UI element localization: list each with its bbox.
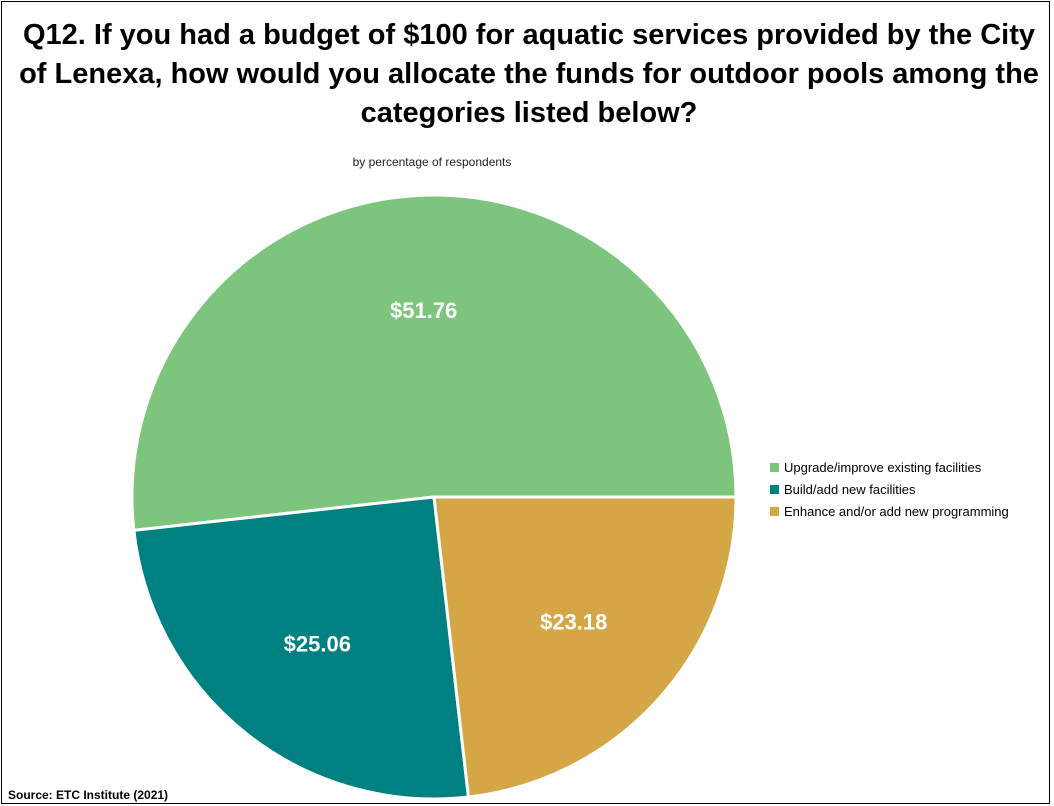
chart-subtitle: by percentage of respondents — [352, 155, 512, 169]
chart-legend: Upgrade/improve existing facilities Build… — [770, 456, 1009, 522]
pie-slice-build — [132, 495, 471, 801]
legend-label: Build/add new facilities — [784, 481, 916, 497]
legend-swatch — [770, 462, 779, 472]
chart-title: Q12. If you had a budget of $100 for aqu… — [19, 19, 1039, 129]
source-note: Source: ETC Institute (2021) — [8, 788, 169, 802]
legend-item-build: Build/add new facilities — [770, 478, 1009, 500]
pie-slice-upgrade — [130, 193, 738, 532]
legend-swatch — [770, 506, 779, 516]
data-label-upgrade: $51.76 — [390, 298, 457, 323]
legend-item-upgrade: Upgrade/improve existing facilities — [770, 456, 1009, 478]
data-label-enhance: $23.18 — [540, 610, 607, 635]
legend-label: Upgrade/improve existing facilities — [784, 459, 982, 475]
data-label-build: $25.06 — [284, 631, 351, 656]
legend-item-enhance: Enhance and/or add new programming — [770, 500, 1009, 522]
pie-slice-enhance — [432, 495, 738, 799]
legend-label: Enhance and/or add new programming — [784, 503, 1009, 519]
legend-swatch — [770, 484, 779, 494]
